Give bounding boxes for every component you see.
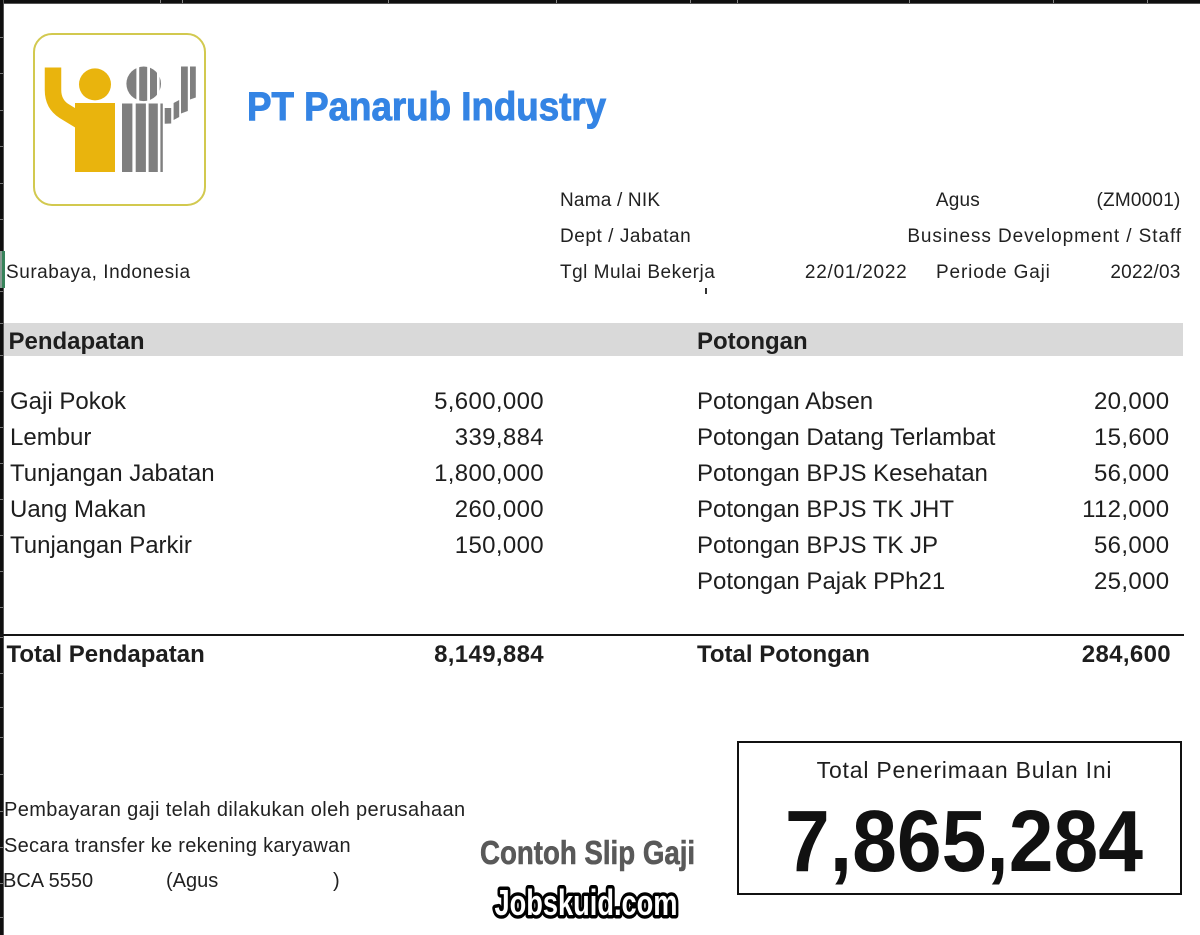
svg-text:Jobskuid.com: Jobskuid.com bbox=[495, 882, 678, 923]
